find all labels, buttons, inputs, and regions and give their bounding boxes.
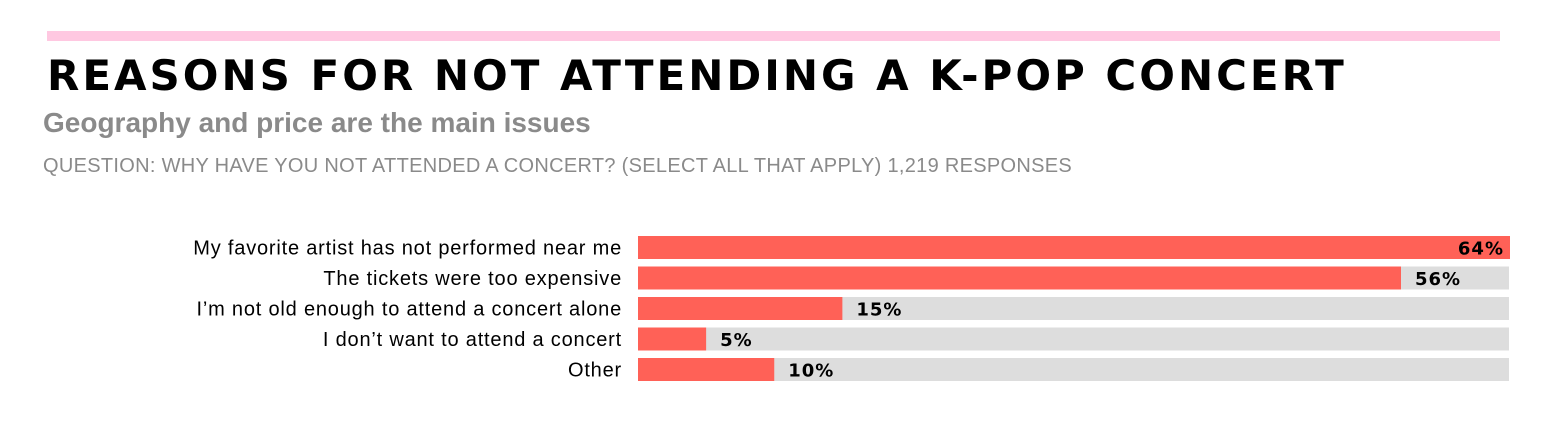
bar — [638, 266, 1401, 290]
category-label: Other — [568, 360, 622, 382]
bar-track — [638, 297, 1509, 320]
value-label: 5% — [720, 330, 753, 351]
bar-track — [638, 327, 1509, 351]
category-label: I’m not old enough to attend a concert a… — [197, 299, 622, 321]
bar — [638, 236, 1510, 259]
value-label: 64% — [1458, 239, 1504, 260]
category-label: My favorite artist has not performed nea… — [193, 238, 622, 260]
bar — [638, 358, 775, 381]
chart-subtitle: Geography and price are the main issues — [43, 107, 591, 138]
bar — [638, 327, 707, 351]
category-label: The tickets were too expensive — [323, 268, 622, 290]
chart-title: REASONS FOR NOT ATTENDING A K-POP CONCER… — [47, 51, 1347, 100]
value-label: 56% — [1415, 269, 1461, 290]
value-label: 10% — [788, 361, 834, 382]
bar — [638, 297, 843, 320]
bar-track — [638, 358, 1509, 381]
accent-line — [47, 31, 1500, 41]
survey-question: QUESTION: WHY HAVE YOU NOT ATTENDED A CO… — [43, 155, 1073, 177]
value-label: 15% — [856, 300, 902, 321]
category-label: I don’t want to attend a concert — [323, 329, 622, 351]
